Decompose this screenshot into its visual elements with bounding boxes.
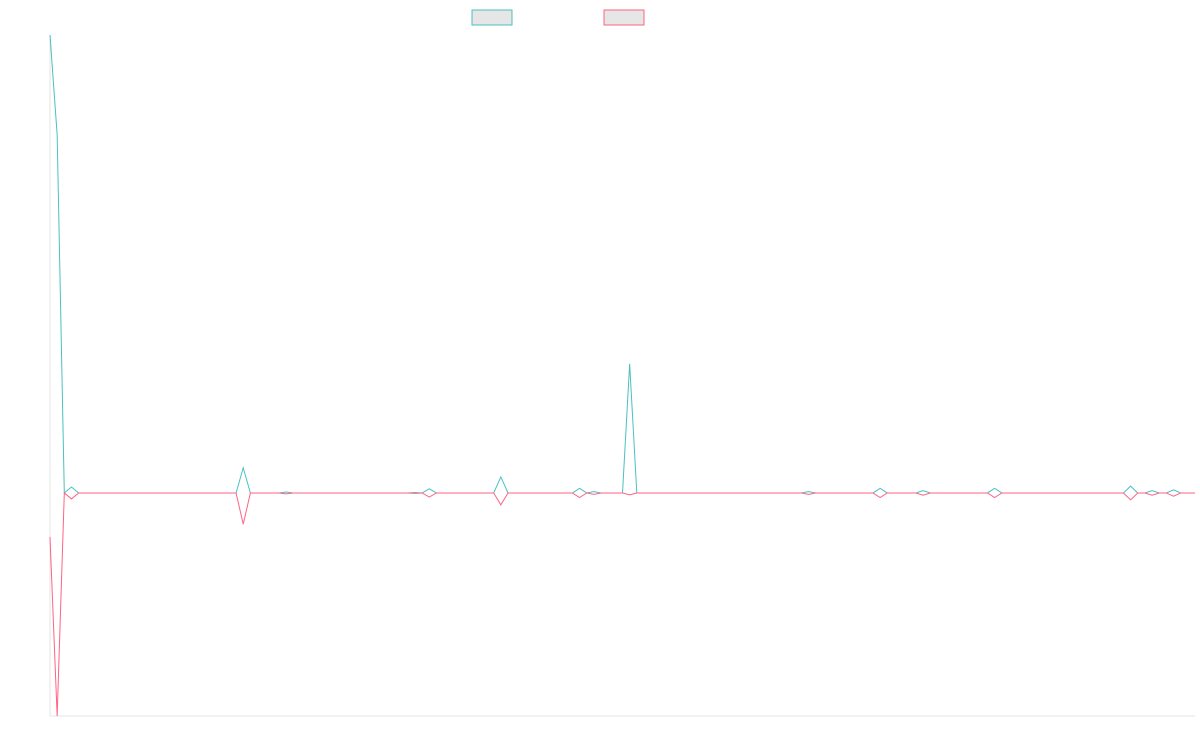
series-line xyxy=(49,34,1195,495)
legend-swatch xyxy=(471,9,513,26)
legend-swatch xyxy=(603,9,645,26)
series-line xyxy=(49,491,1195,717)
